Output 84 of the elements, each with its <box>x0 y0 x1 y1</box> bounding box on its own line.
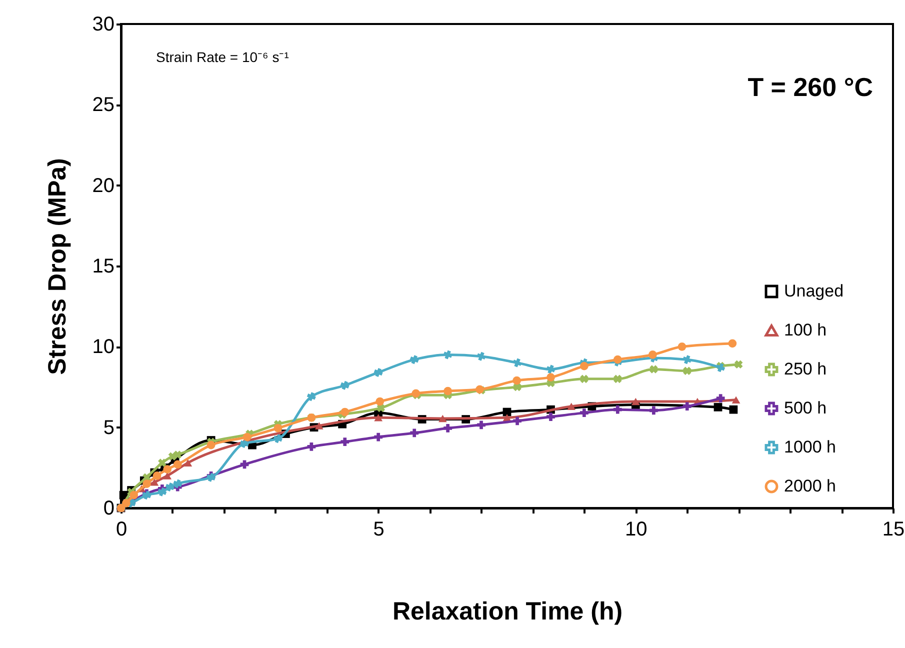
point <box>150 478 159 486</box>
point <box>648 350 657 359</box>
y-tick-label: 30 <box>92 14 114 36</box>
point <box>729 405 738 414</box>
point <box>340 408 350 416</box>
point <box>314 422 324 430</box>
y-tick-label: 5 <box>103 416 114 439</box>
legend-label: Unaged <box>784 282 844 300</box>
point <box>513 416 522 426</box>
legend-label: 500 h <box>784 398 827 418</box>
point <box>513 382 522 392</box>
point <box>444 424 452 432</box>
point <box>613 355 622 364</box>
point <box>374 368 383 377</box>
point <box>206 440 216 450</box>
point <box>512 358 522 368</box>
point <box>477 420 486 430</box>
y-tick-label: 25 <box>92 94 114 116</box>
point <box>580 408 588 417</box>
point <box>546 412 555 422</box>
point <box>631 398 640 406</box>
point <box>173 450 182 459</box>
point <box>173 479 182 488</box>
point <box>512 376 521 385</box>
point <box>546 373 555 382</box>
point <box>443 350 452 360</box>
annotation: Strain Rate = 10⁻⁶ s⁻¹ <box>156 49 290 65</box>
x-tick-label: 5 <box>373 518 384 540</box>
legend-label: 100 h <box>784 320 827 340</box>
legend-label: 2000 h <box>784 476 836 496</box>
point <box>340 438 350 446</box>
x-tick-label: 10 <box>625 518 648 540</box>
point <box>130 490 138 500</box>
point <box>728 339 737 348</box>
point <box>649 406 658 415</box>
point <box>580 374 588 384</box>
point <box>650 365 658 374</box>
point <box>158 487 167 496</box>
point <box>682 366 692 376</box>
point <box>340 380 350 390</box>
point <box>716 394 725 402</box>
point <box>273 434 282 444</box>
point <box>376 397 384 406</box>
point <box>682 402 692 411</box>
point <box>546 364 556 374</box>
point <box>580 362 588 370</box>
point <box>274 424 282 432</box>
point <box>242 432 252 442</box>
point <box>165 482 174 492</box>
point <box>682 355 692 364</box>
point <box>444 386 452 396</box>
point <box>734 360 743 369</box>
point <box>476 352 486 361</box>
y-tick-label: 0 <box>103 498 114 520</box>
y-axis-title: Stress Drop (MPa) <box>43 158 72 375</box>
point <box>374 432 383 442</box>
point <box>410 428 419 438</box>
y-tick-label: 10 <box>92 336 114 358</box>
point <box>567 402 576 410</box>
point <box>158 458 166 467</box>
point <box>173 460 182 469</box>
point <box>122 498 130 508</box>
legend-label: 250 h <box>784 360 827 378</box>
y-tick-label: 15 <box>92 256 114 278</box>
legend-label: 1000 h <box>784 438 836 456</box>
point <box>306 392 316 402</box>
point <box>163 465 172 474</box>
point <box>142 480 151 488</box>
point <box>732 396 740 404</box>
x-tick-label: 15 <box>882 518 905 540</box>
x-axis-title: Relaxation Time (h) <box>392 598 623 626</box>
point <box>714 402 722 412</box>
y-tick-label: 20 <box>92 174 114 197</box>
point <box>678 342 686 351</box>
point <box>613 405 622 414</box>
point <box>614 374 622 384</box>
point <box>184 459 192 466</box>
point <box>374 414 383 422</box>
point <box>152 472 162 480</box>
annotation: T = 260 °C <box>748 72 874 102</box>
point <box>307 442 316 451</box>
point <box>438 414 447 422</box>
point <box>410 355 419 364</box>
point <box>163 472 172 480</box>
